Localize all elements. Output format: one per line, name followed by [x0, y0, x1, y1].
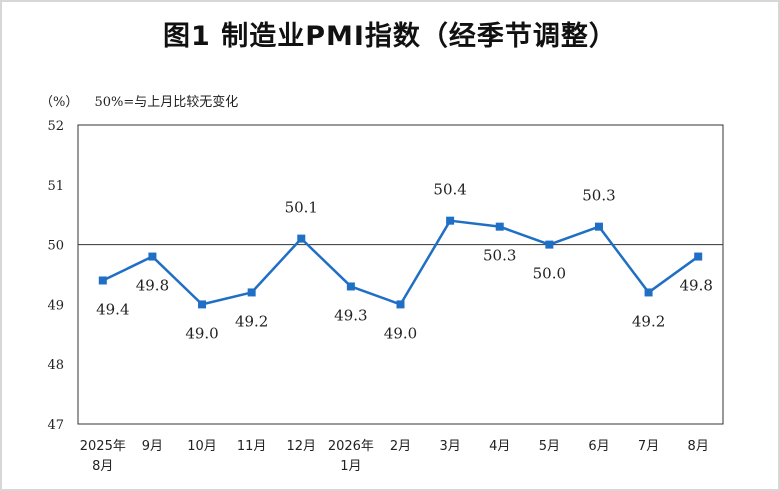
plot-area [77, 124, 724, 425]
x-tick-label: 7月 [638, 439, 659, 454]
data-label: 50.1 [285, 199, 318, 217]
data-label: 49.4 [96, 300, 129, 318]
x-tick-label: 3月 [439, 439, 460, 454]
y-tick-label: 50 [47, 239, 64, 254]
data-point [346, 282, 355, 291]
data-label: 49.8 [679, 277, 712, 295]
chart-note: （%） 50%=与上月比较无变化 [40, 91, 250, 110]
data-point [148, 252, 157, 261]
chart-title: 图1 制造业PMI指数（经季节调整） [163, 21, 617, 52]
data-point [98, 276, 107, 285]
data-point [495, 222, 504, 231]
data-label: 49.2 [235, 312, 268, 330]
x-tick-label: 11月 [237, 439, 267, 454]
x-tick-label: 8月 [688, 439, 709, 454]
data-label: 49.2 [632, 312, 665, 330]
series-line [102, 219, 699, 306]
y-tick-label: 52 [47, 119, 64, 134]
data-point [644, 288, 653, 297]
data-label: 50.4 [433, 181, 466, 199]
x-tick-label: 2025年 8月 [80, 439, 126, 474]
data-point [446, 216, 455, 225]
reference-note: 50%=与上月比较无变化 [94, 95, 239, 110]
y-tick-label: 51 [47, 179, 64, 194]
x-tick-label: 4月 [489, 439, 510, 454]
y-tick-label: 48 [47, 358, 64, 373]
data-point [545, 240, 554, 249]
x-tick-label: 10月 [187, 439, 217, 454]
data-label: 50.3 [483, 247, 516, 265]
unit-label: （%） [40, 95, 79, 110]
x-tick-label: 2月 [390, 439, 411, 454]
data-point [297, 234, 306, 243]
data-label: 49.3 [334, 306, 367, 324]
data-point [247, 288, 256, 297]
x-tick-label: 2026年 1月 [328, 439, 374, 474]
data-label: 49.0 [185, 324, 218, 342]
x-tick-label: 9月 [142, 439, 163, 454]
data-label: 50.3 [582, 187, 615, 205]
y-tick-label: 49 [47, 298, 64, 313]
data-label: 49.0 [384, 324, 417, 342]
data-point [694, 252, 703, 261]
data-label: 49.8 [136, 277, 169, 295]
data-point [198, 300, 207, 309]
x-tick-label: 12月 [286, 439, 316, 454]
x-tick-label: 5月 [539, 439, 560, 454]
data-label: 50.0 [533, 265, 566, 283]
x-tick-label: 6月 [588, 439, 609, 454]
data-point [396, 300, 405, 309]
y-tick-label: 47 [47, 418, 64, 433]
data-point [594, 222, 603, 231]
